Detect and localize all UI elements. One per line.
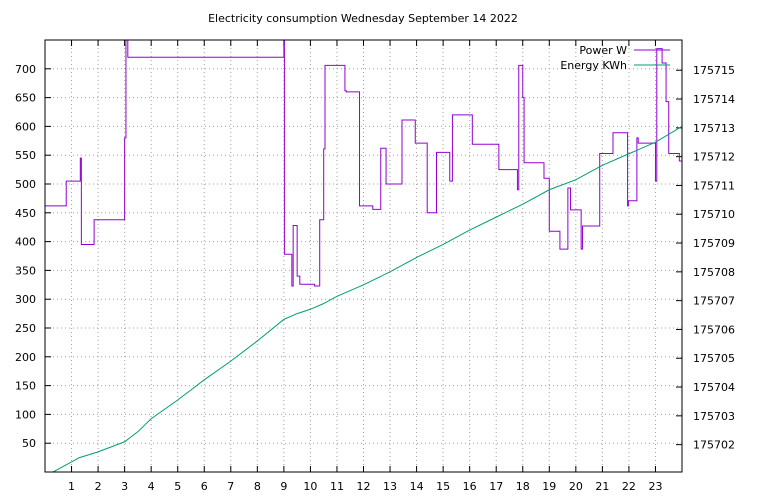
x-tick-label: 18: [516, 480, 530, 493]
x-tick-label: 14: [410, 480, 424, 493]
y-right-tick-label: 175704: [693, 381, 735, 394]
x-tick-label: 17: [489, 480, 503, 493]
x-tick-label: 22: [622, 480, 636, 493]
y-left-tick-label: 250: [15, 322, 36, 335]
y-right-tick-label: 175706: [693, 323, 735, 336]
series-line-energy-kwh: [51, 125, 682, 472]
y-left-tick-label: 600: [15, 120, 36, 133]
x-tick-label: 4: [148, 480, 155, 493]
x-tick-label: 3: [121, 480, 128, 493]
x-tick-label: 21: [595, 480, 609, 493]
legend-label-power-w: Power W: [579, 44, 627, 57]
x-tick-label: 2: [95, 480, 102, 493]
y-left-tick-label: 300: [15, 293, 36, 306]
plot-frame: [44, 39, 683, 473]
y-left-tick-label: 350: [15, 264, 36, 277]
x-tick-label: 6: [201, 480, 208, 493]
y-left-tick-label: 500: [15, 178, 36, 191]
y-left-tick-label: 400: [15, 236, 36, 249]
x-tick-label: 12: [357, 480, 371, 493]
y-right-tick-label: 175708: [693, 266, 735, 279]
series-layer: [45, 40, 682, 472]
x-tick-label: 15: [436, 480, 450, 493]
x-axis-labels: 1 2 3 4 5 6 7 8 9 10 11 12 13 14 15 16 17 18 19 20 21 22 23: [68, 480, 662, 493]
y-right-tick-label: 175707: [693, 295, 735, 308]
y-right-tick-label: 175712: [693, 151, 735, 164]
series-line-power-w: [45, 40, 682, 287]
y-right-tick-label: 175709: [693, 237, 735, 250]
left-y-axis-labels: 50 100 150 200 250 300 350 400 450 500 550 600 650 70…: [15, 63, 36, 450]
y-right-tick-label: 175703: [693, 410, 735, 423]
right-y-axis-labels: 175702 175703 175704 175705 175706 175707 1757…: [693, 64, 735, 451]
y-left-tick-label: 650: [15, 92, 36, 105]
y-left-tick-label: 700: [15, 63, 36, 76]
y-right-tick-label: 175702: [693, 439, 735, 452]
legend-label-energy-kwh: Energy KWh: [560, 59, 627, 72]
x-tick-label: 7: [227, 480, 234, 493]
y-right-tick-label: 175705: [693, 352, 735, 365]
legend: Power W Energy KWh: [560, 44, 670, 72]
x-tick-label: 19: [542, 480, 556, 493]
chart-title: Electricity consumption Wednesday Septem…: [208, 12, 518, 25]
x-tick-label: 11: [330, 480, 344, 493]
x-tick-label: 8: [254, 480, 261, 493]
x-tick-label: 16: [463, 480, 477, 493]
x-tick-label: 23: [648, 480, 662, 493]
ticks: [45, 40, 682, 472]
x-tick-label: 5: [174, 480, 181, 493]
x-tick-label: 9: [280, 480, 287, 493]
x-tick-label: 1: [68, 480, 75, 493]
y-left-tick-label: 50: [22, 437, 36, 450]
y-right-tick-label: 175714: [693, 93, 735, 106]
y-right-tick-label: 175711: [693, 179, 735, 192]
y-left-tick-label: 100: [15, 408, 36, 421]
x-tick-label: 10: [303, 480, 317, 493]
y-left-tick-label: 200: [15, 351, 36, 364]
y-right-tick-label: 175710: [693, 208, 735, 221]
x-tick-label: 20: [569, 480, 583, 493]
y-left-tick-label: 150: [15, 380, 36, 393]
x-tick-label: 13: [383, 480, 397, 493]
y-left-tick-label: 550: [15, 149, 36, 162]
y-right-tick-label: 175715: [693, 64, 735, 77]
grid: [45, 40, 682, 472]
y-left-tick-label: 450: [15, 207, 36, 220]
y-right-tick-label: 175713: [693, 122, 735, 135]
